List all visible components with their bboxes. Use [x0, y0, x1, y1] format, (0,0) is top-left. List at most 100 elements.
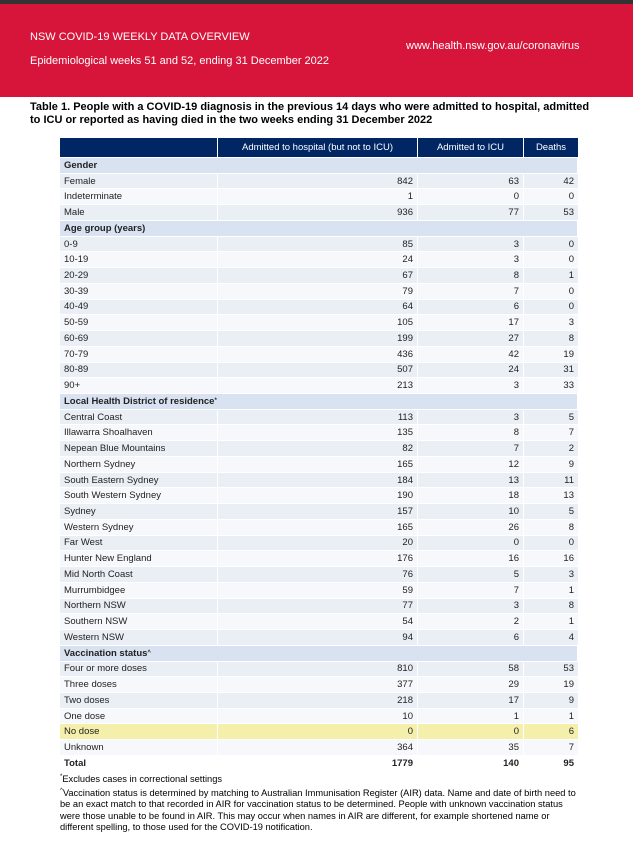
cell-value: 0: [524, 237, 578, 253]
cell-value: 184: [218, 472, 418, 489]
data-row: 10-19 24 3 0: [60, 252, 578, 269]
row-label: Northern NSW: [60, 598, 218, 615]
section-row: Gender: [60, 158, 578, 174]
row-label: Hunter New England: [60, 551, 218, 568]
data-row: 80-89 507 24 31: [60, 362, 578, 379]
cell-value: 7: [524, 425, 578, 442]
data-row: Female 842 63 42: [60, 173, 578, 190]
section-row: Age group (years): [60, 220, 578, 237]
cell-value: 77: [218, 598, 418, 615]
row-label: Indeterminate: [60, 189, 218, 206]
cell-value: 59: [218, 582, 418, 599]
cell-value: 17: [418, 315, 524, 332]
data-row: 90+ 213 3 33: [60, 378, 578, 395]
row-label: Northern Sydney: [60, 456, 218, 473]
cell-value: 936: [218, 205, 418, 221]
row-label: South Western Sydney: [60, 488, 218, 505]
cell-value: 12: [418, 456, 524, 473]
cell-value: 157: [218, 504, 418, 520]
row-label: 10-19: [60, 252, 218, 269]
data-row: Two doses 218 17 9: [60, 692, 578, 709]
data-row: No dose 0 0 6: [60, 724, 578, 741]
cell-value: 26: [418, 519, 524, 536]
data-row: 60-69 199 27 8: [60, 331, 578, 347]
cell-value: 85: [218, 236, 418, 253]
row-label: Nepean Blue Mountains: [60, 441, 218, 457]
cell-value: 4: [524, 630, 578, 646]
cell-value: 10: [418, 504, 524, 520]
cell-value: 53: [524, 662, 578, 678]
row-label: Two doses: [60, 692, 218, 709]
cell-value: 35: [418, 740, 524, 756]
cell-value: 6: [418, 630, 524, 646]
cell-value: 82: [218, 441, 418, 457]
cell-value: 20: [218, 535, 418, 552]
cell-value: 8: [524, 599, 578, 615]
data-row: Western Sydney 165 26 8: [60, 519, 578, 536]
cell-value: 27: [418, 331, 524, 347]
cell-value: 507: [218, 362, 418, 379]
row-label: South Eastern Sydney: [60, 472, 218, 489]
cell-value: 3: [418, 378, 524, 395]
row-label: Western NSW: [60, 630, 218, 646]
data-row: Indeterminate 1 0 0: [60, 189, 578, 206]
cell-value: 113: [218, 409, 418, 426]
cell-value: 3: [418, 252, 524, 269]
cell-value: 8: [418, 425, 524, 442]
cell-value: 9: [524, 457, 578, 473]
cell-value: 42: [524, 174, 578, 190]
cell-value: 31: [524, 363, 578, 379]
cell-value: 1: [418, 708, 524, 725]
cell-value: 19: [524, 677, 578, 693]
data-row: 30-39 79 7 0: [60, 283, 578, 300]
section-title: Gender: [64, 159, 98, 171]
row-label: Male: [60, 205, 218, 221]
row-label: One dose: [60, 708, 218, 725]
cell-value: 0: [524, 300, 578, 316]
cell-value: 2: [524, 441, 578, 457]
row-label: 60-69: [60, 331, 218, 347]
cell-value: 0: [524, 252, 578, 269]
header-cell: Admitted to ICU: [418, 138, 524, 158]
row-label: Female: [60, 173, 218, 190]
cell-value: 8: [524, 520, 578, 536]
cell-value: 842: [218, 173, 418, 190]
data-row: Unknown 364 35 7: [60, 740, 578, 756]
footnote: *Excludes cases in correctional settings: [60, 772, 585, 786]
footnote-mark: ^: [60, 787, 63, 794]
cell-value: 0: [218, 724, 418, 741]
cell-value: 199: [218, 331, 418, 347]
cell-value: 190: [218, 488, 418, 505]
cell-value: 0: [524, 536, 578, 552]
header-cell: Deaths: [524, 138, 578, 158]
cell-value: 1: [524, 614, 578, 631]
section-cell: Vaccination status ^: [60, 645, 578, 662]
row-label: 50-59: [60, 315, 218, 332]
row-label: No dose: [60, 724, 218, 741]
cell-value: 1: [524, 583, 578, 599]
row-label: Illawarra Shoalhaven: [60, 425, 218, 442]
cell-value: 64: [218, 299, 418, 316]
cell-value: 54: [218, 614, 418, 631]
data-row: 20-29 67 8 1: [60, 268, 578, 284]
row-label: 0-9: [60, 236, 218, 253]
data-row: Central Coast 113 3 5: [60, 409, 578, 426]
cell-value: 9: [524, 693, 578, 709]
row-label: Four or more doses: [60, 661, 218, 678]
cell-value: 16: [418, 551, 524, 568]
cell-value: 135: [218, 425, 418, 442]
cell-value: 140: [418, 755, 524, 772]
header-subtitle: Epidemiological weeks 51 and 52, ending …: [30, 55, 330, 67]
row-label: Central Coast: [60, 409, 218, 426]
cell-value: 213: [218, 378, 418, 395]
cell-value: 1779: [218, 755, 418, 772]
section-title: Vaccination status: [64, 647, 148, 659]
row-label: 80-89: [60, 362, 218, 379]
cell-value: 33: [524, 378, 578, 395]
cell-value: 1: [524, 709, 578, 725]
footnote-text: Vaccination status is determined by matc…: [60, 787, 576, 833]
header-band: NSW COVID-19 WEEKLY DATA OVERVIEW Epidem…: [0, 0, 633, 97]
data-row: One dose 10 1 1: [60, 708, 578, 725]
cell-value: 1: [524, 268, 578, 284]
